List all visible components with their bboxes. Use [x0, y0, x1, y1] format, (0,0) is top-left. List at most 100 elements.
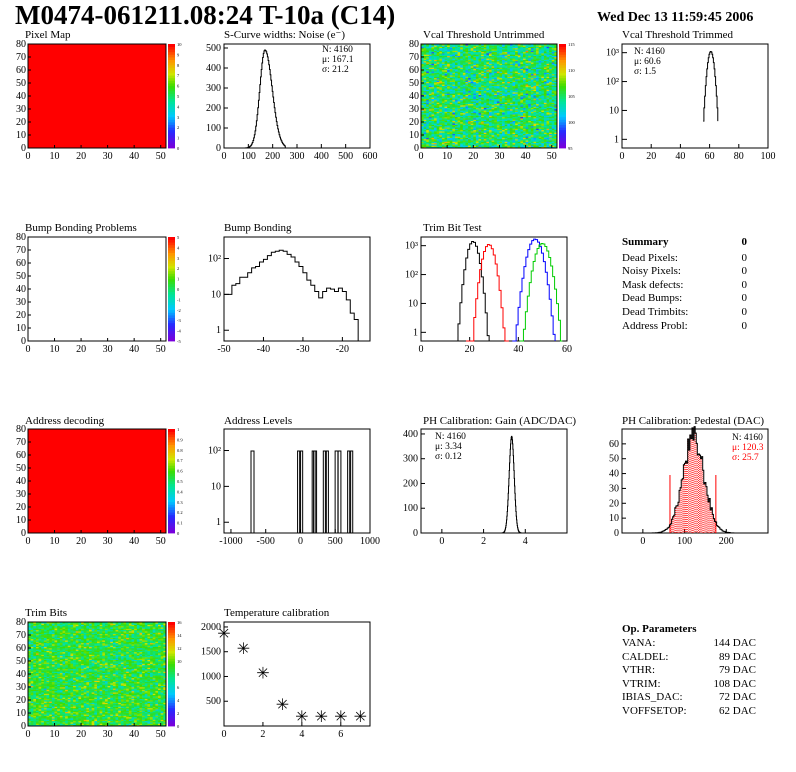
heatmap-cell — [444, 101, 448, 103]
heatmap-cell — [536, 92, 539, 94]
heatmap-cell — [30, 637, 34, 640]
heatmap-cell — [457, 135, 461, 137]
heatmap-cell — [491, 132, 495, 134]
heatmap-cell — [546, 70, 550, 72]
heatmap-cell — [475, 45, 479, 47]
heatmap-cell — [499, 142, 503, 145]
heatmap-cell — [494, 75, 498, 77]
heatmap-cell — [434, 57, 437, 59]
heatmap-cell — [478, 141, 482, 144]
zscale-band — [168, 98, 175, 102]
heatmap-cell — [523, 59, 526, 62]
heatmap-cell — [455, 67, 458, 69]
heatmap-cell — [473, 133, 477, 136]
heatmap-cell — [28, 622, 31, 624]
heatmap-cell — [499, 49, 503, 51]
heatmap-cell — [520, 88, 524, 90]
heatmap-cell — [554, 62, 558, 64]
heatmap-cell — [33, 642, 37, 645]
heatmap-cell — [525, 60, 529, 63]
heatmap-cell — [533, 124, 537, 127]
heatmap-cell — [528, 93, 532, 95]
heatmap-cell — [33, 694, 37, 697]
heatmap-cell — [515, 137, 519, 140]
heatmap-cell — [551, 60, 555, 63]
heatmap-cell — [33, 674, 37, 676]
heatmap-cell — [533, 114, 537, 116]
heatmap-cell — [483, 125, 487, 128]
heatmap-cell — [436, 76, 440, 79]
heatmap-cell — [457, 62, 461, 64]
heatmap-cell — [512, 51, 516, 54]
heatmap-cell — [444, 80, 448, 82]
heatmap-cell — [35, 711, 39, 714]
heatmap-cell — [494, 111, 498, 114]
heatmap-cell — [489, 133, 492, 136]
heatmap-cell — [489, 54, 492, 56]
heatmap-cell — [478, 93, 482, 95]
heatmap-cell — [515, 51, 519, 54]
heatmap-cell — [530, 58, 534, 60]
heatmap-cell — [483, 49, 487, 51]
heatmap-cell — [33, 658, 37, 660]
heatmap-cell — [528, 92, 532, 94]
heatmap-cell — [496, 53, 500, 55]
zscale-band — [559, 103, 566, 107]
heatmap-cell — [481, 106, 485, 108]
heatmap-cell — [468, 118, 471, 120]
heatmap-cell — [447, 67, 451, 69]
heatmap-cell — [441, 60, 445, 63]
heatmap-cell — [515, 93, 519, 95]
heatmap-cell — [525, 54, 529, 56]
heatmap-cell — [549, 50, 553, 53]
heatmap-cell — [483, 131, 487, 133]
histogram-line — [243, 49, 286, 149]
heatmap-cell — [452, 90, 456, 93]
heatmap-cell — [455, 111, 458, 114]
zscale-band — [168, 504, 175, 508]
heatmap-cell — [538, 67, 542, 69]
heatmap-cell — [530, 70, 534, 72]
heatmap-cell — [491, 128, 495, 131]
heatmap-cell — [426, 68, 430, 71]
heatmap-cell — [512, 80, 516, 82]
heatmap-cell — [551, 102, 555, 105]
heatmap-cell — [449, 49, 453, 51]
heatmap-cell — [457, 115, 461, 118]
heatmap-cell — [502, 94, 505, 97]
heatmap-cell — [543, 122, 547, 124]
heatmap-cell — [543, 83, 547, 85]
heatmap-cell — [551, 46, 555, 49]
heatmap-cell — [481, 47, 485, 50]
heatmap-cell — [462, 92, 466, 94]
heatmap-cell — [447, 62, 451, 64]
heatmap-cell — [478, 68, 482, 71]
heatmap-cell — [551, 106, 555, 108]
heatmap-cell — [512, 119, 516, 121]
heatmap-cell — [468, 46, 471, 49]
heatmap-cell — [494, 144, 498, 146]
heatmap-cell — [460, 119, 464, 121]
heatmap-cell — [523, 103, 526, 106]
heatmap-cell — [509, 68, 513, 71]
heatmap-cell — [533, 98, 537, 101]
heatmap-cell — [496, 60, 500, 63]
heatmap-cell — [491, 138, 495, 141]
heatmap-cell — [475, 59, 479, 62]
heatmap-cell — [481, 57, 485, 59]
heatmap-cell — [473, 105, 477, 107]
heatmap-cell — [499, 136, 503, 138]
heatmap-cell — [499, 46, 503, 49]
heatmap-cell — [473, 54, 477, 56]
heatmap-cell — [525, 141, 529, 144]
heatmap-cell — [499, 67, 503, 69]
heatmap-cell — [491, 107, 495, 110]
heatmap-cell — [528, 98, 532, 101]
heatmap-cell — [520, 118, 524, 120]
heatmap-cell — [509, 77, 513, 80]
heatmap-cell — [478, 122, 482, 124]
heatmap-cell — [431, 62, 435, 64]
heatmap-cell — [431, 136, 435, 138]
heatmap-cell — [496, 131, 500, 133]
heatmap-cell — [525, 90, 529, 93]
